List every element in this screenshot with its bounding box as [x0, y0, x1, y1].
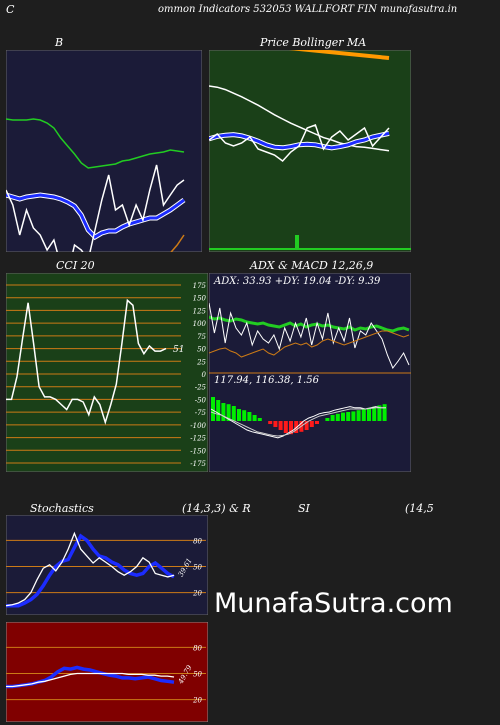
- panel-price-title: Price Bollinger MA: [260, 36, 367, 49]
- cci-tick-13: -150: [190, 447, 206, 455]
- macd-bar-0: [211, 397, 215, 421]
- macd-bar-20: [315, 421, 319, 424]
- macd-bar-14: [283, 421, 288, 433]
- macd-bar-31: [372, 406, 377, 421]
- panel-b-chart: [6, 50, 202, 252]
- adx-macd-chart: [209, 273, 411, 472]
- panel-b-title: B: [55, 36, 64, 49]
- adx-title: ADX & MACD 12,26,9: [250, 259, 374, 272]
- cci-line: [6, 298, 167, 425]
- page-title: ommon Indicators 532053 WALLFORT FIN mun…: [158, 4, 458, 15]
- cci-tick-2: 125: [193, 307, 207, 315]
- adx-readout: ADX: 33.93 +DY: 19.04 -DY: 9.39: [214, 276, 381, 287]
- macd-bar-28: [356, 410, 361, 421]
- cci-tick-9: -50: [195, 396, 207, 404]
- rsi-params: (14,5: [405, 502, 434, 515]
- stoch-tick-2: 20: [192, 590, 202, 598]
- macd-bar-1: [216, 400, 221, 421]
- cci-title: CCI 20: [56, 259, 95, 272]
- cci-tick-7: 0: [202, 371, 207, 379]
- macd-bar-5: [237, 409, 241, 421]
- stoch-tick-1: 50: [193, 564, 202, 572]
- macd-bar-30: [367, 407, 371, 421]
- macd-bar-33: [382, 404, 387, 421]
- cci-tick-4: 75: [197, 333, 206, 341]
- cci-tick-5: 50: [197, 346, 206, 354]
- panel-price-chart: [209, 50, 411, 252]
- macd-bar-22: [325, 418, 330, 421]
- price-series-0: [209, 85, 390, 152]
- stoch-series-0: [6, 533, 175, 608]
- macd-readout: 117.94, 116.38, 1.56: [214, 375, 319, 386]
- macd-bar-2: [221, 403, 226, 421]
- macd-bar-24: [335, 413, 340, 421]
- macd-bar-7: [247, 412, 252, 421]
- stoch-params: (14,3,3) & R: [182, 502, 251, 515]
- stoch-title: Stochastics: [30, 502, 94, 515]
- cci-tick-3: 100: [193, 320, 207, 328]
- b-series-2: [6, 164, 185, 252]
- adx-series-1: [209, 302, 410, 369]
- b-series-0: [6, 118, 185, 169]
- macd-bar-16: [294, 421, 299, 433]
- macd-series-0: [210, 406, 386, 439]
- cci-last-value: 51: [173, 345, 184, 355]
- cci-tick-8: -25: [195, 384, 207, 392]
- rsi-label: SI: [298, 502, 310, 515]
- macd-bar-6: [242, 410, 247, 421]
- rsi-tick-0: 80: [193, 644, 202, 652]
- cci-chart: 175 150 125 100 75 50 25 0 -25 -50 -75 -100 -125 -150…: [6, 273, 208, 472]
- stoch-series-1: [6, 531, 175, 607]
- cci-tick-1: 150: [193, 295, 207, 303]
- watermark: MunafaSutra.com: [214, 588, 453, 619]
- macd-bar-11: [268, 421, 273, 424]
- macd-bar-23: [330, 415, 335, 421]
- cci-tick-12: -125: [190, 435, 206, 443]
- rsi-tick-1: 50: [193, 671, 202, 679]
- macd-bar-19: [309, 421, 314, 427]
- cci-tick-10: -75: [195, 409, 207, 417]
- stoch-tick-0: 80: [193, 537, 202, 545]
- macd-bar-25: [341, 412, 345, 421]
- price-ma-band: [288, 50, 390, 60]
- volume-bar: [295, 235, 299, 249]
- macd-bar-9: [257, 418, 262, 421]
- rsi-series-1: [6, 672, 175, 688]
- adx-series-0: [209, 315, 410, 333]
- cci-tick-6: 25: [196, 358, 206, 366]
- cci-tick-0: 175: [193, 282, 207, 290]
- macd-bar-18: [304, 421, 309, 430]
- macd-bar-26: [346, 412, 351, 421]
- macd-bar-12: [273, 421, 278, 427]
- macd-bar-15: [289, 421, 293, 435]
- cci-tick-11: -100: [190, 422, 206, 430]
- b-series-1: [6, 193, 185, 239]
- macd-bar-3: [226, 404, 231, 421]
- macd-bar-8: [252, 415, 257, 421]
- macd-bar-29: [361, 409, 366, 421]
- macd-bar-27: [351, 411, 356, 421]
- macd-bar-4: [231, 406, 236, 421]
- macd-bar-13: [278, 421, 283, 430]
- price-series-2: [209, 124, 390, 163]
- cci-tick-14: -175: [190, 460, 206, 468]
- header-letter: C: [6, 3, 15, 16]
- macd-series-1: [210, 407, 386, 437]
- rsi-tick-2: 20: [192, 697, 202, 705]
- macd-bar-32: [377, 405, 382, 421]
- adx-series-2: [209, 330, 410, 358]
